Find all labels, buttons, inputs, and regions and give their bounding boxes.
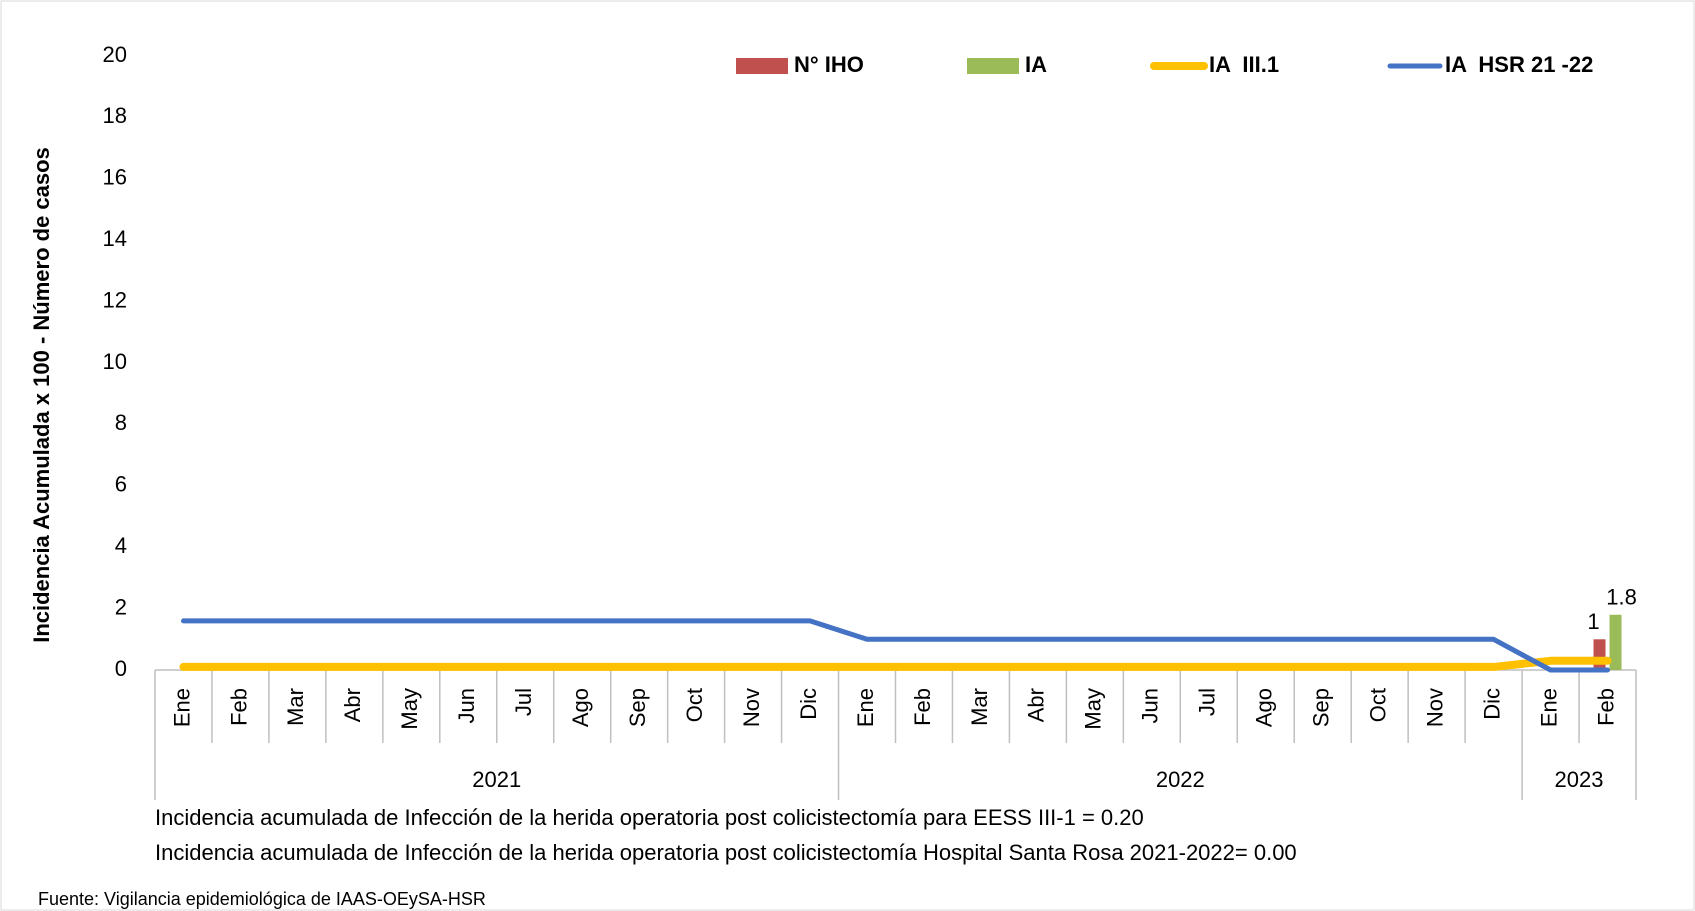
legend-swatch bbox=[967, 58, 1019, 74]
data-label: 1.8 bbox=[1606, 585, 1637, 610]
x-tick-label: Dic bbox=[1479, 688, 1504, 720]
x-tick-label: Ago bbox=[1252, 688, 1277, 727]
x-tick-label: Dic bbox=[796, 688, 821, 720]
x-tick-label: Ago bbox=[568, 688, 593, 727]
y-tick-label: 2 bbox=[115, 594, 127, 619]
y-tick-label: 20 bbox=[103, 42, 127, 67]
x-tick-label: Jun bbox=[454, 688, 479, 723]
x-tick-label: Abr bbox=[1024, 688, 1049, 722]
x-tick-label: Oct bbox=[1365, 688, 1390, 722]
y-tick-label: 16 bbox=[103, 165, 127, 190]
x-tick-label: Oct bbox=[682, 688, 707, 722]
y-tick-label: 6 bbox=[115, 472, 127, 497]
group-label: 2022 bbox=[1156, 767, 1205, 792]
legend-label: N° IHO bbox=[794, 52, 864, 77]
bar bbox=[1609, 614, 1622, 670]
x-tick-label: Sep bbox=[1309, 688, 1334, 727]
y-tick-label: 8 bbox=[115, 410, 127, 435]
legend-label: IA bbox=[1025, 52, 1047, 77]
y-tick-label: 10 bbox=[103, 349, 127, 374]
legend-swatch bbox=[736, 58, 788, 74]
x-tick-label: Mar bbox=[967, 688, 992, 726]
x-tick-label: Ene bbox=[1536, 688, 1561, 727]
x-tick-label: Ene bbox=[169, 688, 194, 727]
x-tick-label: Abr bbox=[340, 688, 365, 722]
note: Incidencia acumulada de Infección de la … bbox=[155, 840, 1297, 865]
group-label: 2023 bbox=[1555, 767, 1604, 792]
x-tick-label: Jun bbox=[1138, 688, 1163, 723]
data-label: 1 bbox=[1587, 609, 1599, 634]
bar bbox=[1593, 639, 1606, 670]
source: Fuente: Vigilancia epidemiológica de IAA… bbox=[38, 889, 486, 909]
x-tick-label: Feb bbox=[1593, 688, 1618, 726]
group-label: 2021 bbox=[472, 767, 521, 792]
line bbox=[180, 618, 1611, 673]
x-tick-label: May bbox=[1081, 688, 1106, 730]
x-tick-label: Sep bbox=[625, 688, 650, 727]
x-tick-label: Feb bbox=[910, 688, 935, 726]
y-tick-label: 0 bbox=[115, 656, 127, 681]
y-tick-label: 14 bbox=[103, 226, 127, 251]
x-tick-label: Nov bbox=[1422, 688, 1447, 727]
y-tick-label: 12 bbox=[103, 287, 127, 312]
line bbox=[179, 656, 1612, 671]
x-tick-label: Jul bbox=[511, 688, 536, 716]
x-tick-label: Ene bbox=[853, 688, 878, 727]
x-tick-label: Feb bbox=[226, 688, 251, 726]
legend-label: IA HSR 21 -22 bbox=[1445, 52, 1593, 77]
y-tick-label: 18 bbox=[103, 103, 127, 128]
y-tick-label: 4 bbox=[115, 533, 127, 558]
x-tick-label: May bbox=[397, 688, 422, 730]
note: Incidencia acumulada de Infección de la … bbox=[155, 805, 1144, 830]
x-tick-label: Mar bbox=[283, 688, 308, 726]
y-axis-label: Incidencia Acumulada x 100 - Número de c… bbox=[29, 147, 54, 643]
legend-label: IA III.1 bbox=[1209, 52, 1279, 77]
x-tick-label: Nov bbox=[739, 688, 764, 727]
x-tick-label: Jul bbox=[1195, 688, 1220, 716]
